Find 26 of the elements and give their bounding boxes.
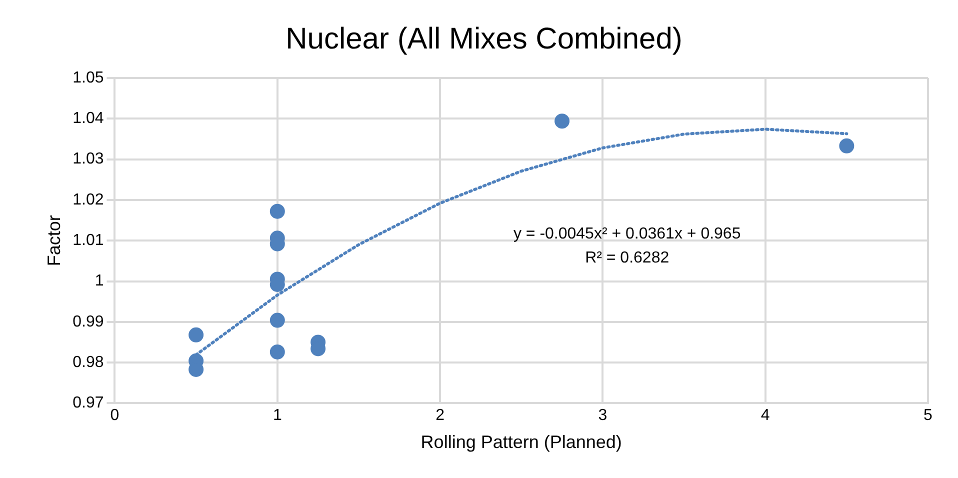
point: [270, 344, 285, 360]
y-tick-label: 0.98: [72, 354, 104, 371]
annotation: R² = 0.6282: [585, 250, 670, 266]
point: [270, 204, 285, 219]
chart-title: Nuclear (All Mixes Combined): [286, 22, 682, 56]
y-tick-label: 1.03: [72, 150, 104, 168]
y-tick-label: 1: [94, 272, 104, 290]
y-tick-label: 1.01: [72, 232, 104, 250]
x-tick-label: 0: [110, 407, 120, 424]
point: [270, 312, 285, 328]
point: [554, 114, 570, 129]
y-axis-title: Factor: [44, 215, 64, 266]
point: [839, 138, 854, 154]
x-tick-label: 4: [760, 407, 770, 424]
x-tick-label: 1: [272, 407, 282, 424]
y-tick-label: 1.05: [72, 69, 104, 86]
y-tick-label: 1.02: [72, 191, 104, 208]
y-tick-label: 0.97: [72, 394, 104, 412]
x-tick-label: 3: [598, 407, 608, 424]
y-tick-label: 1.04: [72, 110, 104, 128]
x-tick-label: 5: [924, 407, 933, 424]
annotation: y = -0.0045x² + 0.0361x + 0.965: [513, 226, 741, 242]
point: [188, 327, 204, 342]
x-tick-label: 2: [436, 407, 445, 424]
x-axis-title: Rolling Pattern (Planned): [420, 432, 622, 452]
y-tick-label: 0.99: [72, 313, 104, 330]
